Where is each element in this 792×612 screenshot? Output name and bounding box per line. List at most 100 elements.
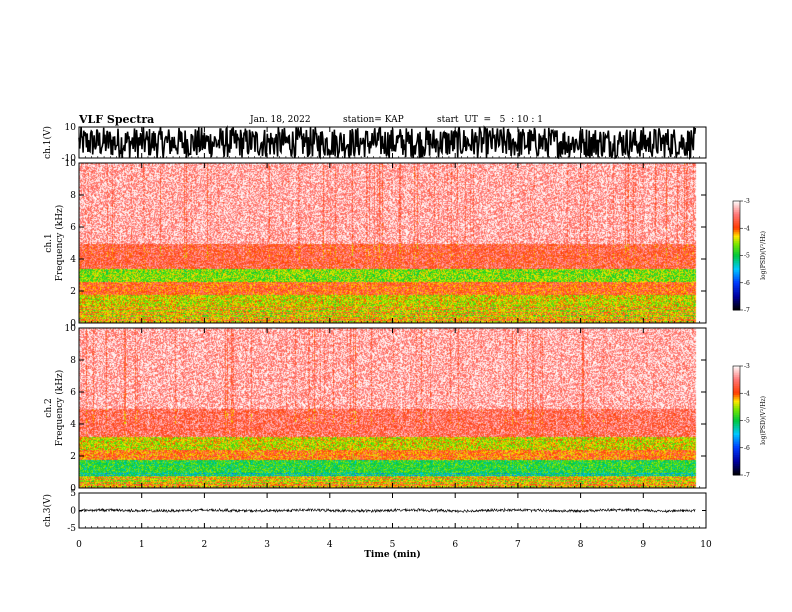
colorbar-step-2-12 <box>733 387 740 391</box>
waveform-trace-3 <box>78 507 696 514</box>
colorbar-label-1: log(PSD)(V²/Hz) <box>760 231 767 280</box>
colorbar-tick-label-1-3: -6 <box>744 280 750 287</box>
colorbar-step-1-5 <box>733 210 740 213</box>
start-time-label: start UT = 5 : 10 : 1 <box>437 115 543 125</box>
spectrogram-panel-1 <box>78 162 707 324</box>
colorbar-step-1-16 <box>733 230 740 233</box>
colorbar-step-1-51 <box>733 293 740 296</box>
colorbar-step-1-24 <box>733 244 740 247</box>
colorbar-step-2-46 <box>733 449 740 452</box>
colorbar-step-2-52 <box>733 460 740 463</box>
colorbar-step-2-42 <box>733 442 740 445</box>
colorbar-step-2-57 <box>733 469 740 472</box>
colorbar-tick-label-1-0: -3 <box>744 198 750 205</box>
colorbar-step-2-50 <box>733 456 740 460</box>
colorbar-step-1-21 <box>733 239 740 242</box>
date-label: Jan. 18, 2022 <box>250 115 311 125</box>
colorbar-step-1-42 <box>733 277 740 280</box>
colorbar-step-2-28 <box>733 416 740 420</box>
colorbar-step-2-9 <box>733 382 740 385</box>
colorbar-step-2-47 <box>733 451 740 454</box>
freq-tick-label-1-4: 8 <box>70 191 76 201</box>
colorbar-step-1-58 <box>733 306 740 309</box>
colorbar-step-1-3 <box>733 206 740 209</box>
colorbar-step-2-3 <box>733 371 740 374</box>
ylabel-channel-2: ch.2 <box>44 398 54 417</box>
colorbar-step-2-27 <box>733 415 740 418</box>
colorbar-step-1-55 <box>733 300 740 304</box>
colorbar-step-2-7 <box>733 378 740 382</box>
time-tick-label-3: 3 <box>264 540 270 550</box>
colorbar-tick-label-2-1: -4 <box>744 390 750 397</box>
colorbar-step-1-49 <box>733 290 740 293</box>
colorbar-tick-label-1-2: -5 <box>744 253 750 260</box>
colorbar-tick-label-2-0: -3 <box>744 363 750 370</box>
colorbar-step-2-1 <box>733 367 740 371</box>
time-tick-label-10: 10 <box>700 540 712 550</box>
freq-tick-label-2-4: 8 <box>70 356 76 366</box>
colorbar-step-2-30 <box>733 420 740 423</box>
time-tick-label-1: 1 <box>139 540 145 550</box>
colorbar-step-2-58 <box>733 471 740 474</box>
colorbar-step-1-47 <box>733 286 740 289</box>
colorbar-1 <box>732 200 743 311</box>
colorbar-step-2-54 <box>733 464 740 467</box>
colorbar-step-2-44 <box>733 445 740 449</box>
colorbar-step-2-8 <box>733 380 740 383</box>
ylabel-channel-1: ch.1 <box>44 233 54 252</box>
ylabel-frequency-2: Frequency (kHz) <box>54 370 65 447</box>
colorbar-step-1-9 <box>733 217 740 220</box>
colorbar-tick-label-2-3: -6 <box>744 445 750 452</box>
spectrogram-image-2 <box>79 328 706 488</box>
ylabel-3: ch.3(V) <box>42 494 53 527</box>
colorbar-step-1-45 <box>733 282 740 286</box>
spectrogram-panel-2 <box>78 327 707 489</box>
colorbar-step-1-28 <box>733 251 740 255</box>
colorbar-step-1-31 <box>733 257 740 260</box>
colorbar-step-1-50 <box>733 291 740 295</box>
time-tick-label-7: 7 <box>515 540 521 550</box>
colorbar-step-1-14 <box>733 226 740 229</box>
colorbar-step-1-52 <box>733 295 740 298</box>
colorbar-step-2-26 <box>733 413 740 416</box>
colorbar-step-2-14 <box>733 391 740 394</box>
colorbar-step-2-31 <box>733 422 740 425</box>
colorbar-step-2-0 <box>733 366 740 369</box>
colorbar-tick-label-2-2: -5 <box>744 418 750 425</box>
colorbar-tick-label-1-1: -4 <box>744 225 750 232</box>
colorbar-step-2-22 <box>733 405 740 409</box>
colorbar-step-1-6 <box>733 211 740 215</box>
colorbar-step-2-38 <box>733 435 740 438</box>
colorbar-step-1-23 <box>733 242 740 246</box>
colorbar-step-2-16 <box>733 395 740 398</box>
colorbar-step-2-43 <box>733 444 740 447</box>
colorbar-step-2-39 <box>733 436 740 440</box>
colorbar-step-2-5 <box>733 375 740 378</box>
freq-tick-label-1-3: 6 <box>70 223 76 233</box>
colorbar-step-2-18 <box>733 398 740 402</box>
freq-tick-label-1-5: 10 <box>65 159 77 169</box>
colorbar-step-2-15 <box>733 393 740 396</box>
colorbar-step-2-51 <box>733 458 740 461</box>
chart-title: VLF Spectra <box>79 113 155 126</box>
colorbar-step-2-56 <box>733 467 740 471</box>
spectrogram-image-1 <box>79 163 706 323</box>
colorbar-step-1-4 <box>733 208 740 211</box>
colorbar-step-2-48 <box>733 453 740 456</box>
colorbar-step-1-27 <box>733 250 740 253</box>
colorbar-step-2-19 <box>733 400 740 403</box>
colorbar-step-2-4 <box>733 373 740 376</box>
colorbar-step-1-43 <box>733 279 740 282</box>
colorbar-step-2-21 <box>733 404 740 407</box>
colorbar-step-1-25 <box>733 246 740 249</box>
colorbar-step-2-24 <box>733 409 740 412</box>
y-tick-label-3-0: 5 <box>70 489 76 499</box>
time-tick-label-9: 9 <box>640 540 646 550</box>
colorbar-step-1-33 <box>733 260 740 264</box>
freq-tick-label-2-5: 10 <box>65 324 77 334</box>
colorbar-step-2-17 <box>733 396 740 400</box>
colorbar-step-1-22 <box>733 240 740 244</box>
colorbar-step-2-11 <box>733 385 740 389</box>
waveform-panel-3 <box>78 492 707 529</box>
